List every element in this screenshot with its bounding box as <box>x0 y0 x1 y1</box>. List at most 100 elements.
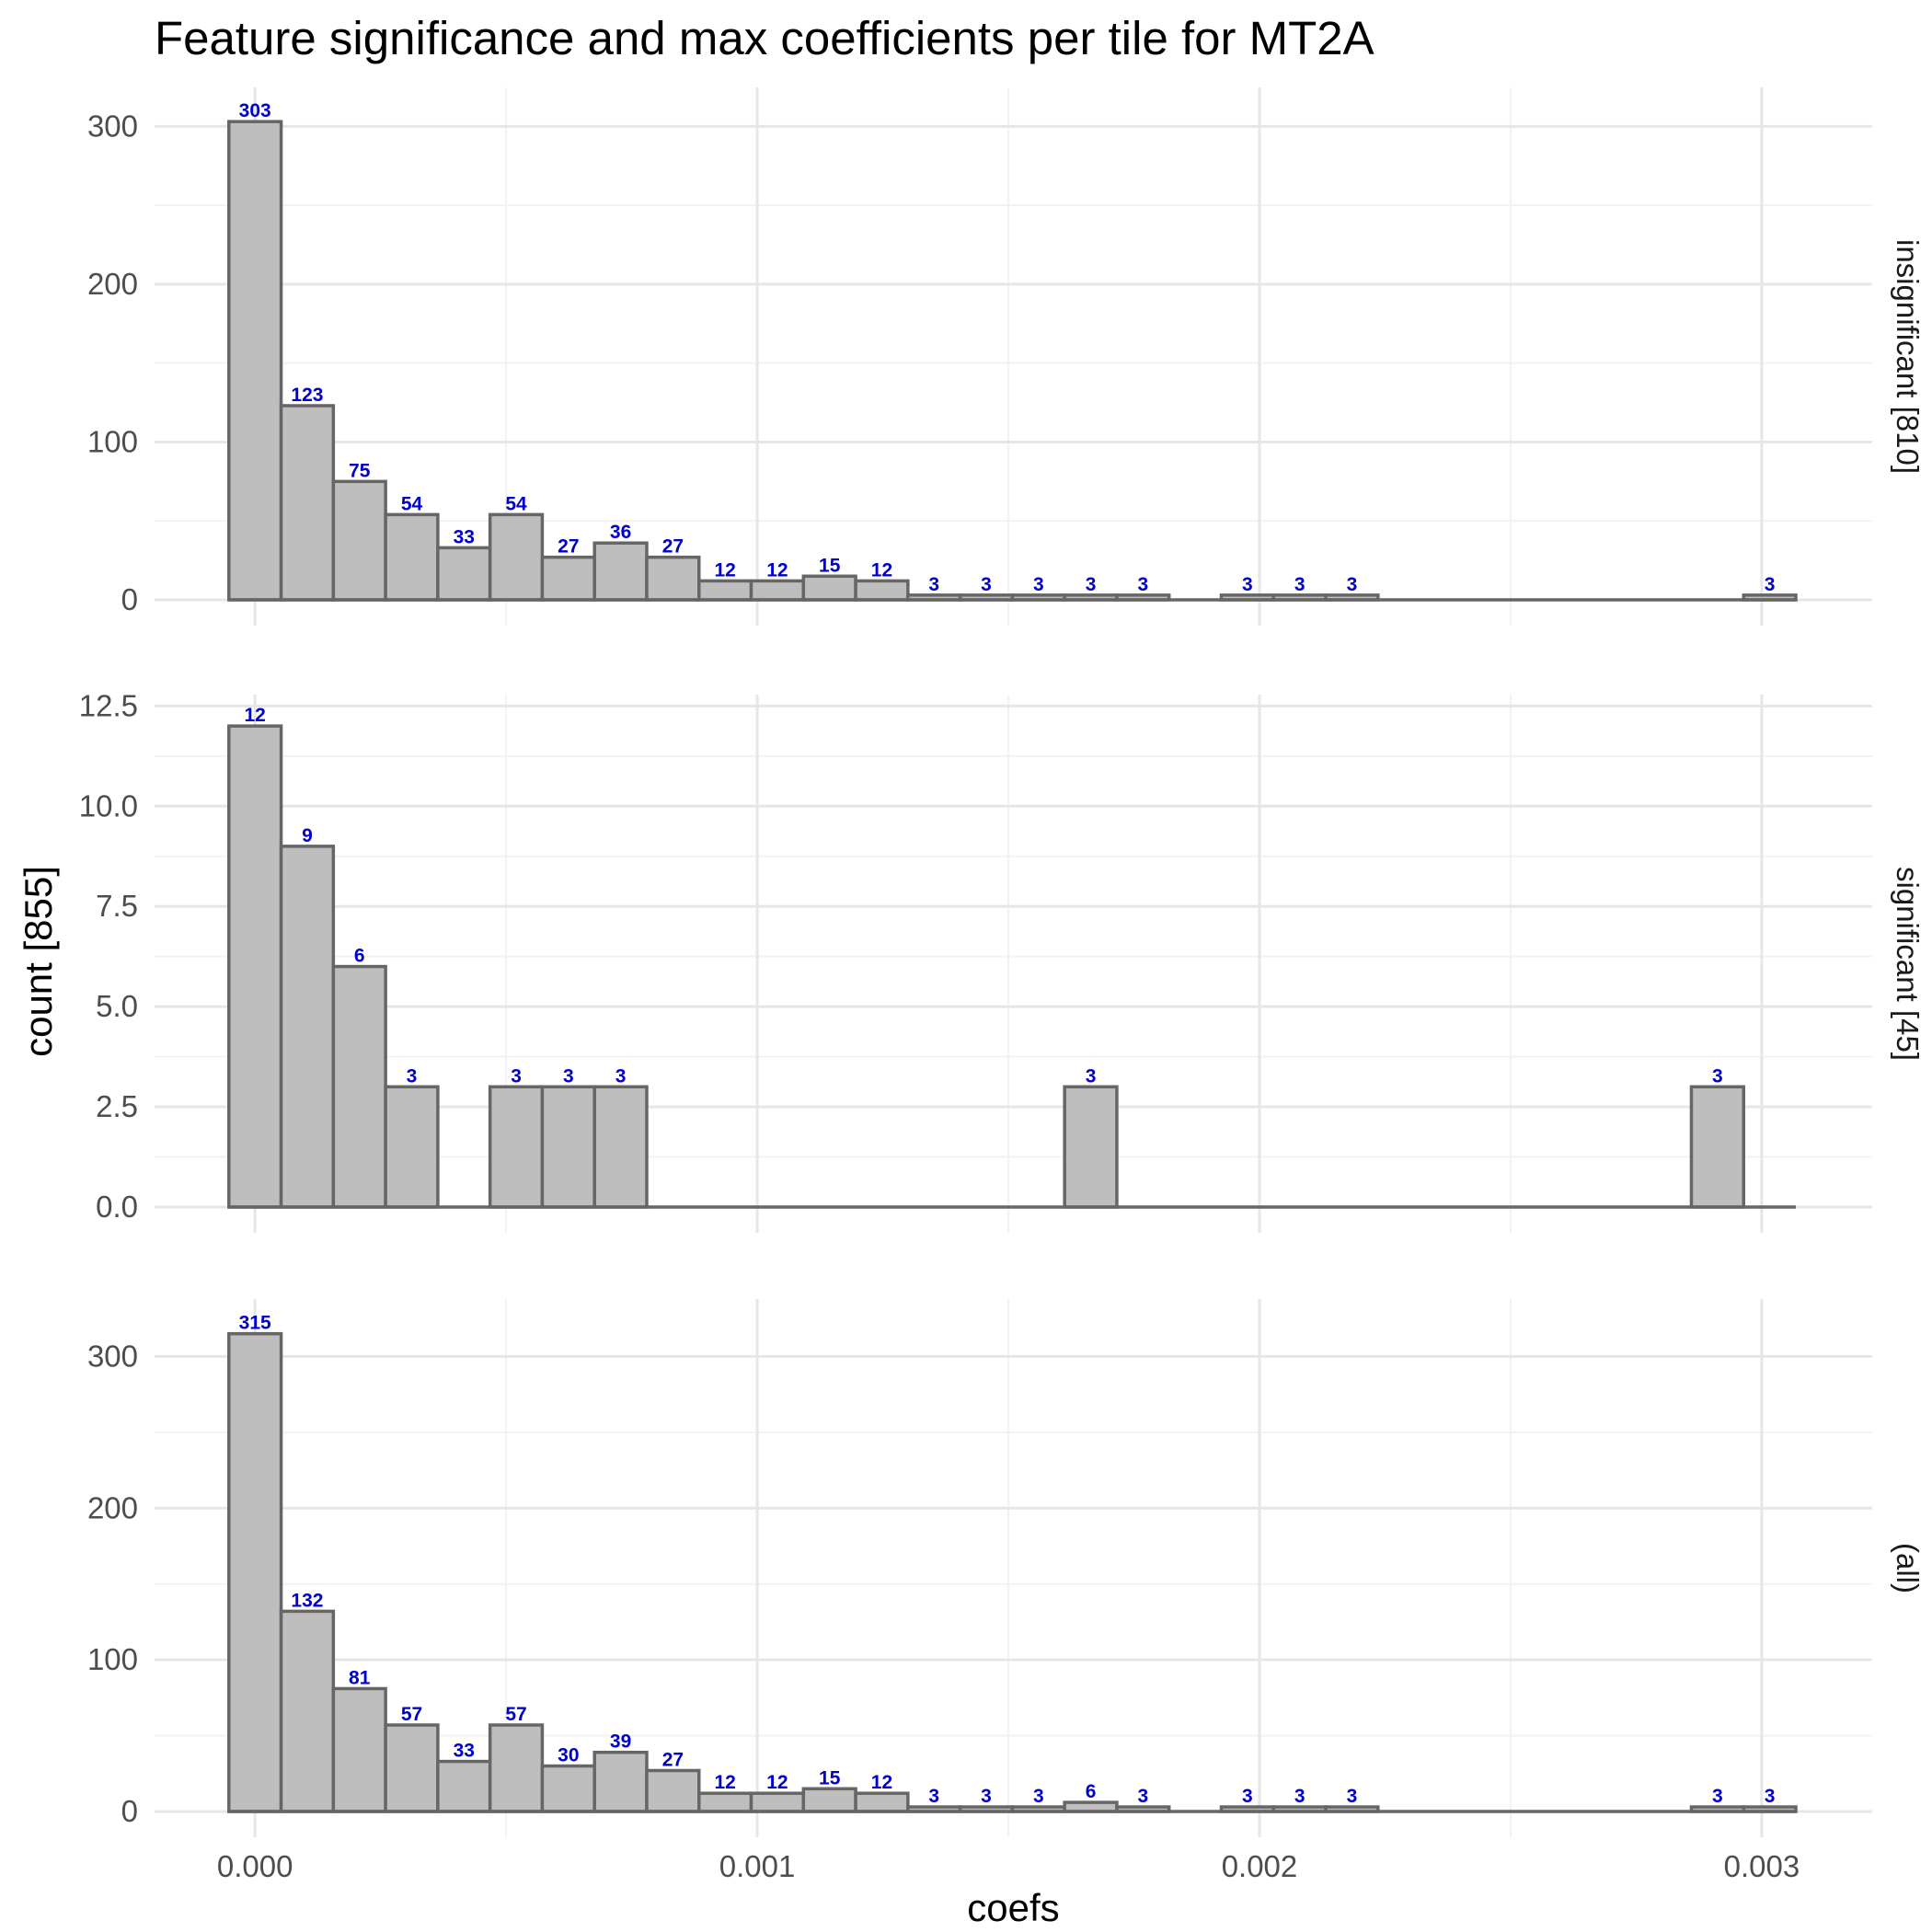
x-tick-label: 0.003 <box>1724 1849 1800 1883</box>
bar <box>488 1723 545 1813</box>
bar <box>384 1723 440 1813</box>
y-tick-label: 100 <box>87 424 138 458</box>
bar-count-label: 3 <box>981 1786 992 1807</box>
bar-count-label: 81 <box>349 1667 371 1688</box>
bar <box>436 546 492 602</box>
x-axis-title: coefs <box>967 1886 1059 1929</box>
y-tick-label: 200 <box>87 1490 138 1524</box>
bar-count-label: 3 <box>563 1065 574 1087</box>
y-tick-label: 300 <box>87 1339 138 1373</box>
facet-strip-label: insignificant [810] <box>1891 239 1925 474</box>
bar <box>697 1791 753 1813</box>
bar-count-label: 12 <box>714 559 735 581</box>
bar-count-label: 3 <box>1086 1065 1097 1087</box>
bar <box>279 1609 336 1813</box>
bar <box>592 541 649 602</box>
bar <box>645 1768 701 1813</box>
bar-count-label: 3 <box>1765 574 1776 595</box>
bar-count-label: 36 <box>610 522 631 543</box>
bar-count-label: 57 <box>401 1704 422 1725</box>
bar <box>854 1791 910 1813</box>
bar <box>331 964 387 1209</box>
bar-count-label: 33 <box>454 526 475 547</box>
bar-count-label: 75 <box>349 460 371 481</box>
bar-count-label: 12 <box>766 1772 788 1793</box>
bar-count-label: 12 <box>245 705 266 726</box>
bar <box>801 1787 857 1813</box>
bar-count-label: 12 <box>871 1772 892 1793</box>
bar <box>279 845 336 1209</box>
y-tick-label: 200 <box>87 267 138 301</box>
y-tick-label: 0 <box>121 1794 138 1828</box>
bar-count-label: 3 <box>1242 574 1253 595</box>
bar-count-label: 3 <box>511 1065 522 1087</box>
bar-count-label: 3 <box>1242 1786 1253 1807</box>
bar-count-label: 6 <box>354 946 365 967</box>
bar-count-label: 27 <box>662 1749 684 1770</box>
bar <box>540 555 596 602</box>
bar <box>697 579 753 602</box>
y-tick-label: 0.0 <box>96 1190 138 1224</box>
bar-count-label: 54 <box>401 493 423 514</box>
bar-count-label: 12 <box>766 559 788 581</box>
bar-count-label: 39 <box>610 1731 631 1753</box>
bar-count-label: 3 <box>1294 1786 1305 1807</box>
bar-count-label: 123 <box>291 385 323 406</box>
bar-count-label: 6 <box>1086 1781 1097 1802</box>
bar-count-label: 3 <box>1765 1786 1776 1807</box>
y-tick-label: 10.0 <box>79 788 138 822</box>
bar <box>384 512 440 602</box>
bar-count-label: 3 <box>1347 574 1358 595</box>
bar <box>592 1750 649 1813</box>
bar-count-label: 3 <box>615 1065 627 1087</box>
bar-count-label: 3 <box>1138 1786 1149 1807</box>
bar <box>384 1085 440 1209</box>
bar <box>854 579 910 602</box>
bar-count-label: 3 <box>407 1065 418 1087</box>
bar-count-label: 303 <box>239 100 271 121</box>
bar-count-label: 3 <box>1138 574 1149 595</box>
x-tick-label: 0.001 <box>719 1849 796 1883</box>
bar-count-label: 3 <box>981 574 992 595</box>
bar <box>645 555 701 602</box>
bar-count-label: 3 <box>1712 1065 1723 1087</box>
bar <box>540 1085 596 1209</box>
bar <box>749 579 806 602</box>
bar <box>279 404 336 602</box>
bar <box>488 1085 545 1209</box>
bar <box>801 574 857 602</box>
bar-count-label: 132 <box>291 1590 323 1611</box>
bar-count-label: 57 <box>505 1704 526 1725</box>
bar-count-label: 315 <box>239 1313 271 1334</box>
y-tick-label: 7.5 <box>96 889 138 923</box>
bar-count-label: 15 <box>819 555 841 576</box>
bar <box>1689 1085 1745 1209</box>
bar <box>592 1085 649 1209</box>
bar <box>436 1759 492 1813</box>
bar-count-label: 12 <box>714 1772 735 1793</box>
bar-count-label: 3 <box>1033 574 1044 595</box>
bar <box>227 120 283 602</box>
bar-count-label: 3 <box>1712 1786 1723 1807</box>
bar <box>227 1331 283 1813</box>
bar-count-label: 15 <box>819 1767 841 1788</box>
bar <box>488 512 545 602</box>
y-tick-label: 5.0 <box>96 989 138 1023</box>
y-tick-label: 100 <box>87 1642 138 1676</box>
bar-count-label: 3 <box>1347 1786 1358 1807</box>
chart-title: Feature significance and max coefficient… <box>155 12 1374 64</box>
bar <box>1063 1085 1119 1209</box>
bar-count-label: 27 <box>662 536 684 558</box>
bar <box>749 1791 806 1813</box>
bar-count-label: 54 <box>505 493 527 514</box>
bar <box>331 479 387 602</box>
bar-count-label: 3 <box>1033 1786 1044 1807</box>
y-tick-label: 300 <box>87 109 138 143</box>
panel-2: 12 9 6 3 3 3 3 3 3 0.0 2.5 5.0 7.5 10.0 12.5 significan… <box>79 688 1925 1233</box>
x-tick-label: 0.000 <box>217 1849 293 1883</box>
bar <box>227 724 283 1209</box>
bar-count-label: 33 <box>454 1741 475 1762</box>
bar-count-label: 3 <box>928 574 939 595</box>
bar-count-label: 27 <box>558 536 579 558</box>
